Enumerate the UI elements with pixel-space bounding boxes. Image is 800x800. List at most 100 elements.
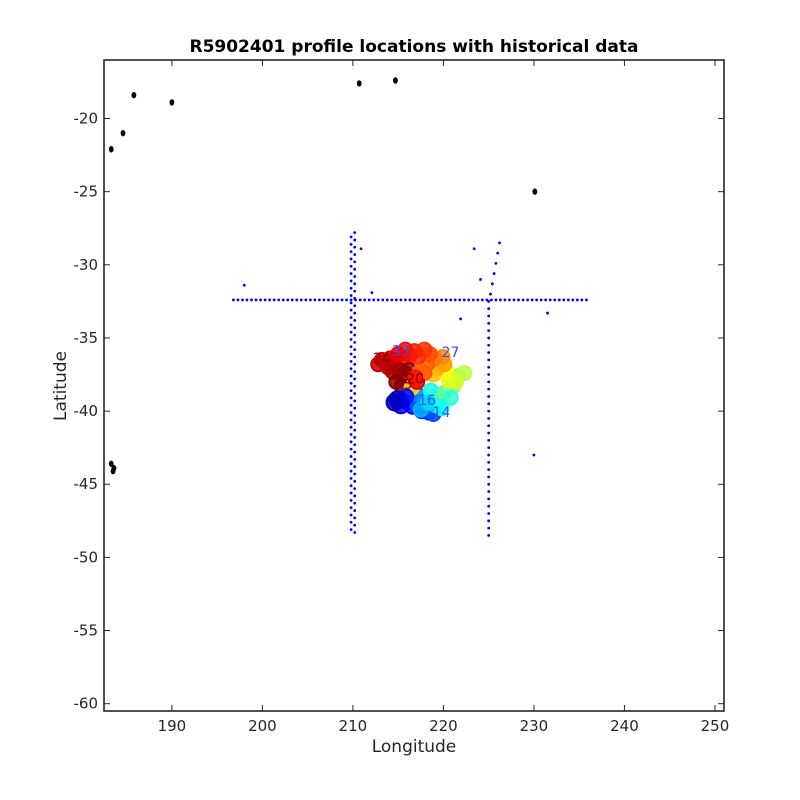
historical-point xyxy=(487,519,491,523)
historical-point xyxy=(349,381,353,385)
historical-point xyxy=(349,367,353,371)
historical-point xyxy=(408,298,412,302)
historical-point xyxy=(487,417,491,420)
historical-point xyxy=(487,358,491,362)
historical-point xyxy=(353,450,357,454)
historical-point xyxy=(580,298,584,302)
historical-point xyxy=(353,340,357,344)
historical-point xyxy=(353,479,357,483)
historical-point xyxy=(349,528,353,531)
historical-point xyxy=(472,247,476,251)
y-tick-label: -40 xyxy=(74,402,99,420)
historical-point xyxy=(553,298,557,302)
profile-label: 20 xyxy=(406,371,424,387)
historical-point xyxy=(353,457,357,461)
profile-point xyxy=(385,393,404,412)
historical-point xyxy=(487,336,491,340)
historical-point xyxy=(487,307,491,311)
historical-point xyxy=(353,523,357,527)
x-tick-label: 190 xyxy=(158,717,187,735)
historical-point xyxy=(487,512,491,515)
historical-point xyxy=(245,298,249,302)
historical-point xyxy=(263,298,267,302)
historical-point xyxy=(363,298,367,302)
profile-label: 27 xyxy=(442,345,460,361)
historical-point xyxy=(487,329,491,333)
historical-point xyxy=(521,298,525,302)
profile-point xyxy=(407,369,424,386)
historical-point xyxy=(435,298,439,302)
axis-ticks: 190 200 210 220 230 240 250 -60 -55 -50 -45 -40 -35 -… xyxy=(74,60,729,735)
historical-point xyxy=(404,298,407,302)
historical-point xyxy=(444,298,448,302)
historical-point xyxy=(349,513,353,517)
historical-point xyxy=(349,308,353,312)
historical-point xyxy=(349,484,353,488)
historical-point xyxy=(349,359,353,363)
historical-point xyxy=(345,298,348,302)
x-axis-label: Longitude xyxy=(372,737,457,757)
historical-point xyxy=(359,247,363,251)
land-point xyxy=(108,146,114,153)
historical-point xyxy=(349,425,353,429)
historical-point xyxy=(566,298,570,302)
historical-point xyxy=(546,311,549,315)
historical-point xyxy=(353,319,357,322)
historical-point xyxy=(353,428,357,432)
historical-point xyxy=(394,298,398,302)
historical-point xyxy=(353,231,357,235)
profile-label: 14 xyxy=(433,405,451,421)
historical-point xyxy=(512,298,516,302)
historical-point xyxy=(353,516,357,520)
historical-point xyxy=(349,520,353,524)
historical-point xyxy=(353,399,357,403)
historical-point xyxy=(290,298,294,302)
historical-point xyxy=(349,469,353,473)
historical-point xyxy=(367,298,371,302)
historical-point xyxy=(571,298,575,302)
y-tick-label: -45 xyxy=(74,475,99,493)
historical-point xyxy=(358,298,362,302)
historical-point xyxy=(557,298,561,302)
historical-point xyxy=(349,462,353,466)
land-point xyxy=(120,129,126,137)
historical-point xyxy=(487,409,491,413)
land-point xyxy=(110,467,116,475)
y-tick-label: -20 xyxy=(74,110,99,128)
historical-point xyxy=(353,326,357,330)
historical-point xyxy=(353,362,357,366)
historical-point xyxy=(318,298,321,302)
historical-point xyxy=(353,501,357,505)
land-point xyxy=(169,99,175,106)
historical-point xyxy=(353,377,357,381)
historical-point xyxy=(467,298,471,302)
historical-point xyxy=(487,534,491,537)
historical-point xyxy=(462,298,466,302)
historical-point xyxy=(331,298,335,302)
historical-point xyxy=(487,314,491,318)
historical-point xyxy=(349,301,353,305)
historical-point xyxy=(250,298,253,302)
historical-point xyxy=(487,460,491,464)
historical-point xyxy=(349,323,353,327)
historical-point xyxy=(487,453,491,457)
profile-point xyxy=(442,389,459,406)
historical-point xyxy=(487,482,491,486)
historical-point xyxy=(353,370,357,374)
historical-point xyxy=(349,345,353,349)
historical-point xyxy=(479,278,482,281)
historical-point xyxy=(487,395,491,398)
historical-point xyxy=(353,348,357,352)
historical-point xyxy=(487,497,491,501)
historical-point xyxy=(340,298,344,302)
historical-point xyxy=(286,298,290,302)
historical-point xyxy=(487,343,491,347)
historical-point xyxy=(390,298,394,302)
historical-point xyxy=(508,298,511,302)
plot-frame xyxy=(103,59,725,712)
historical-point xyxy=(487,504,491,508)
historical-point xyxy=(349,242,353,246)
historical-point xyxy=(353,414,357,417)
historical-point xyxy=(376,298,380,302)
